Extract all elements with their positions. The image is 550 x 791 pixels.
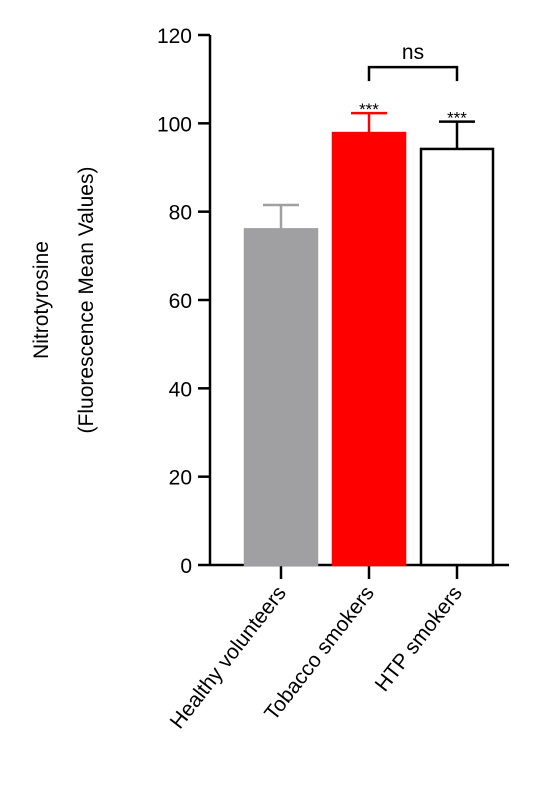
y-tick-label: 20 xyxy=(169,467,192,490)
y-tick-label: 100 xyxy=(157,113,192,136)
bar xyxy=(243,228,319,567)
significance-bracket xyxy=(367,65,459,82)
y-tick-label: 40 xyxy=(169,378,192,401)
y-tick-label: 120 xyxy=(157,25,192,48)
y-axis-label: Nitrotyrosine xyxy=(30,241,53,359)
y-tick-label: 80 xyxy=(169,202,192,225)
y-tick-label: 60 xyxy=(169,290,192,313)
bar xyxy=(419,147,495,567)
significance-label: ns xyxy=(402,41,424,64)
significance-label: *** xyxy=(447,109,467,128)
significance-label: *** xyxy=(359,100,379,119)
y-tick-label: 0 xyxy=(180,555,192,578)
x-tick-label: HTP smokers xyxy=(371,582,467,696)
y-axis-label: (Fluorescence Mean Values) xyxy=(75,167,98,434)
bar xyxy=(331,131,407,567)
